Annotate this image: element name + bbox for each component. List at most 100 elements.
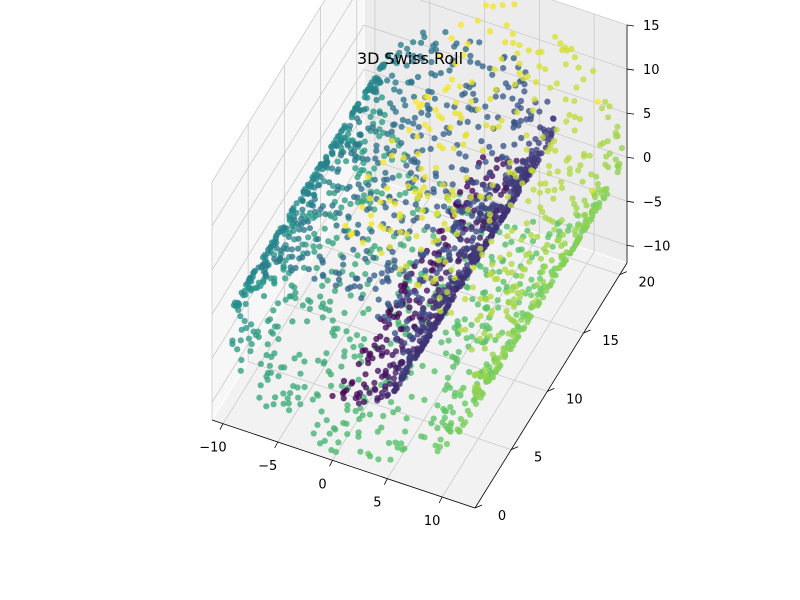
scatter-point (325, 238, 332, 245)
scatter-point (493, 366, 500, 373)
scatter-point (392, 79, 399, 86)
gridline-z-left (211, 0, 326, 183)
scatter-point (451, 43, 458, 50)
scatter-point (511, 1, 518, 8)
scatter-point (597, 141, 604, 148)
scatter-point (451, 393, 458, 400)
scatter-point (410, 39, 417, 46)
scatter-point (267, 275, 274, 282)
scatter-point (355, 181, 362, 188)
scatter-point (392, 108, 399, 115)
scatter-point (407, 289, 414, 296)
scatter-point (545, 162, 553, 170)
scatter-point (424, 223, 431, 230)
z-tick-mark (626, 68, 635, 71)
scatter-point (507, 188, 514, 195)
scatter-point (396, 88, 403, 95)
scatter-point (605, 114, 612, 121)
scatter-point (448, 35, 455, 42)
scatter-point (392, 200, 399, 207)
scatter-point (542, 180, 549, 187)
scatter-point (483, 122, 490, 129)
scatter-point (367, 453, 374, 460)
scatter-point (492, 86, 499, 93)
scatter-point (437, 70, 444, 77)
scatter-point (299, 197, 306, 205)
scatter-point (337, 152, 345, 159)
scatter-point (463, 174, 470, 181)
scatter-point (464, 118, 471, 125)
scatter-point (526, 258, 533, 265)
scatter-point (246, 277, 254, 284)
scatter-point (308, 201, 315, 209)
scatter-point (500, 65, 507, 72)
scatter-point (438, 115, 446, 122)
scatter-point (456, 83, 463, 90)
scatter-point (510, 124, 517, 131)
z-tick-label: −5 (643, 195, 662, 210)
scatter-point (558, 242, 565, 249)
scatter-point (323, 417, 330, 424)
scatter-point (441, 220, 448, 227)
scatter-point (389, 248, 396, 255)
scatter-point (614, 123, 621, 130)
scatter-point (280, 264, 287, 271)
scatter-point (430, 238, 437, 245)
scatter-point (442, 86, 449, 94)
scatter-point (492, 93, 499, 100)
scatter-point (405, 348, 412, 355)
scatter-point (321, 437, 328, 444)
scatter-point (443, 102, 450, 109)
scatter-point (288, 246, 295, 253)
scatter-point (366, 411, 374, 418)
scatter-point (532, 136, 539, 143)
scatter-point (440, 246, 447, 253)
scatter-point (434, 402, 441, 409)
scatter-point (448, 309, 455, 316)
scatter-point (462, 153, 469, 160)
scatter-point (378, 352, 385, 359)
scatter-point (375, 456, 382, 463)
scatter-point (445, 197, 452, 204)
scatter-point (358, 342, 365, 350)
scatter-point (505, 179, 512, 186)
scatter-point (332, 282, 339, 289)
scatter-point (400, 349, 407, 356)
scatter-point (396, 191, 403, 198)
scatter-point (462, 326, 469, 333)
scatter-point (474, 301, 481, 308)
scatter-point (299, 206, 306, 213)
scatter-point (380, 64, 387, 71)
scatter-point (430, 226, 437, 233)
scatter-point (554, 237, 561, 244)
scatter-point (324, 277, 331, 284)
scatter-point (306, 305, 313, 312)
scatter-point (476, 39, 483, 46)
scatter-point (263, 352, 270, 359)
scatter-point (346, 336, 353, 343)
scatter-point (374, 397, 381, 404)
scatter-point (276, 258, 283, 265)
scatter-point (414, 133, 421, 140)
scatter-point (594, 98, 601, 105)
scatter-point (396, 172, 403, 179)
scatter-point (365, 360, 372, 367)
scatter-point (272, 394, 279, 401)
scatter-point (504, 233, 511, 240)
scatter-point (371, 165, 378, 172)
y-tick-mark (474, 504, 483, 509)
scatter-point (440, 181, 447, 189)
scatter-point (382, 204, 389, 211)
scatter-point (257, 360, 264, 367)
scatter-point (388, 399, 395, 406)
scatter-point (266, 362, 273, 369)
gridline-z-left (211, 0, 353, 227)
scatter-point (420, 335, 427, 342)
scatter-point (517, 97, 525, 105)
scatter-point (422, 173, 429, 181)
scatter-point (289, 206, 296, 213)
scatter-point (359, 149, 366, 156)
scatter-point (483, 2, 490, 9)
scatter-point (498, 55, 505, 63)
scatter-point (419, 323, 426, 330)
